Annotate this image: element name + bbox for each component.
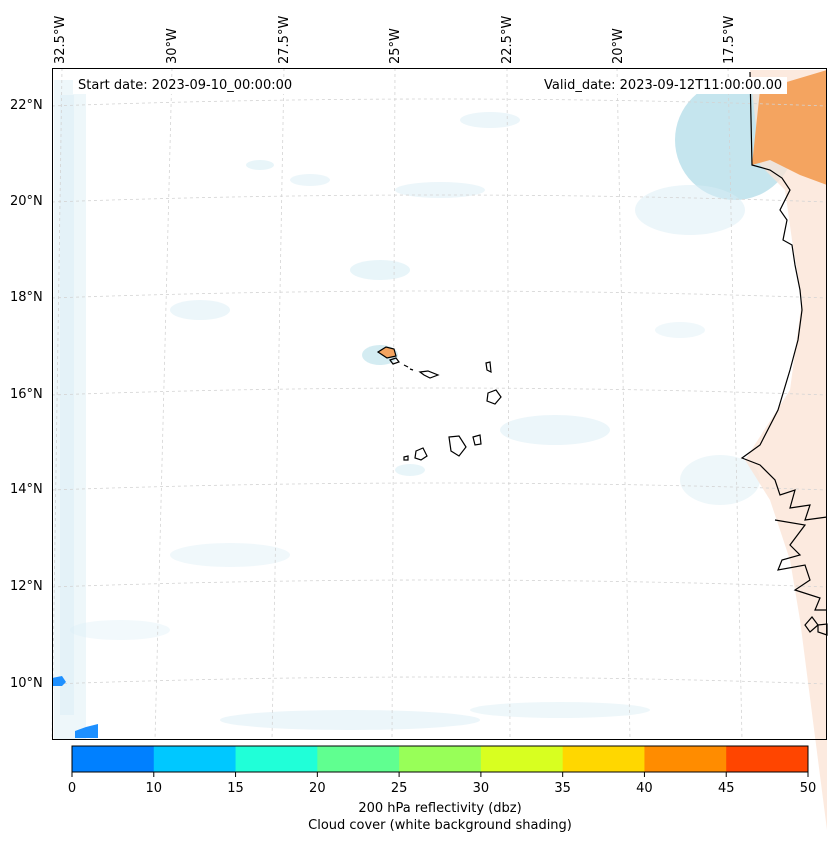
colorbar-tick-label: 30 [472, 781, 490, 796]
colorbar-tick-label: 40 [636, 781, 653, 796]
colorbar-tick-label: 35 [554, 781, 571, 796]
lon-label-27.5w: 27.5°W [277, 15, 292, 64]
lon-label-20w: 20°W [611, 28, 626, 64]
lat-label-20n: 20°N [10, 194, 43, 209]
colorbar-segment [644, 746, 727, 772]
africa-coastline [740, 71, 828, 636]
lat-label-12n: 12°N [10, 579, 43, 594]
lat-label-10n: 10°N [10, 676, 43, 691]
colorbar-tick-label: 15 [227, 781, 244, 796]
start-date-label: Start date: 2023-09-10_00:00:00 [73, 77, 298, 94]
colorbar-tick-label: 0 [67, 781, 77, 796]
colorbar-segment [153, 746, 237, 772]
reflectivity-blobs [52, 676, 98, 738]
graticule [51, 67, 828, 741]
colorbar-segment [562, 746, 645, 772]
colorbar-tick-label: 25 [390, 781, 408, 796]
colorbar-segment [317, 746, 400, 772]
colorbar-segment [399, 746, 482, 772]
lon-label-17.5w: 17.5°W [722, 15, 737, 64]
colorbar-sublabel: Cloud cover (white background shading) [308, 818, 572, 833]
cloud-cover-shading [54, 80, 795, 740]
lat-label-22n: 22°N [10, 98, 43, 113]
lon-label-32.5w: 32.5°W [53, 15, 68, 64]
cabo-verde-islands [376, 346, 502, 461]
map-frame [52, 68, 827, 740]
colorbar-tick-label: 10 [145, 781, 163, 796]
colorbar-label: 200 hPa reflectivity (dbz) [358, 801, 522, 816]
lat-label-18n: 18°N [10, 290, 43, 305]
lon-label-30w: 30°W [165, 28, 180, 64]
colorbar-frame [71, 745, 809, 773]
colorbar-tick-label: 20 [309, 781, 326, 796]
colorbar [71, 745, 809, 777]
lon-label-25w: 25°W [388, 28, 403, 64]
colorbar-segment [72, 746, 155, 772]
valid-date-label: Valid_date: 2023-09-12T11:00:00.00 [539, 77, 788, 94]
lon-label-22.5w: 22.5°W [500, 15, 515, 64]
lat-label-14n: 14°N [10, 482, 43, 497]
colorbar-segment [726, 746, 809, 772]
lat-label-16n: 16°N [10, 387, 43, 402]
colorbar-segment [235, 746, 318, 772]
land-shading [745, 70, 827, 830]
colorbar-tick-label: 50 [799, 781, 817, 796]
colorbar-segment [480, 746, 564, 772]
colorbar-tick-label: 45 [717, 781, 735, 796]
